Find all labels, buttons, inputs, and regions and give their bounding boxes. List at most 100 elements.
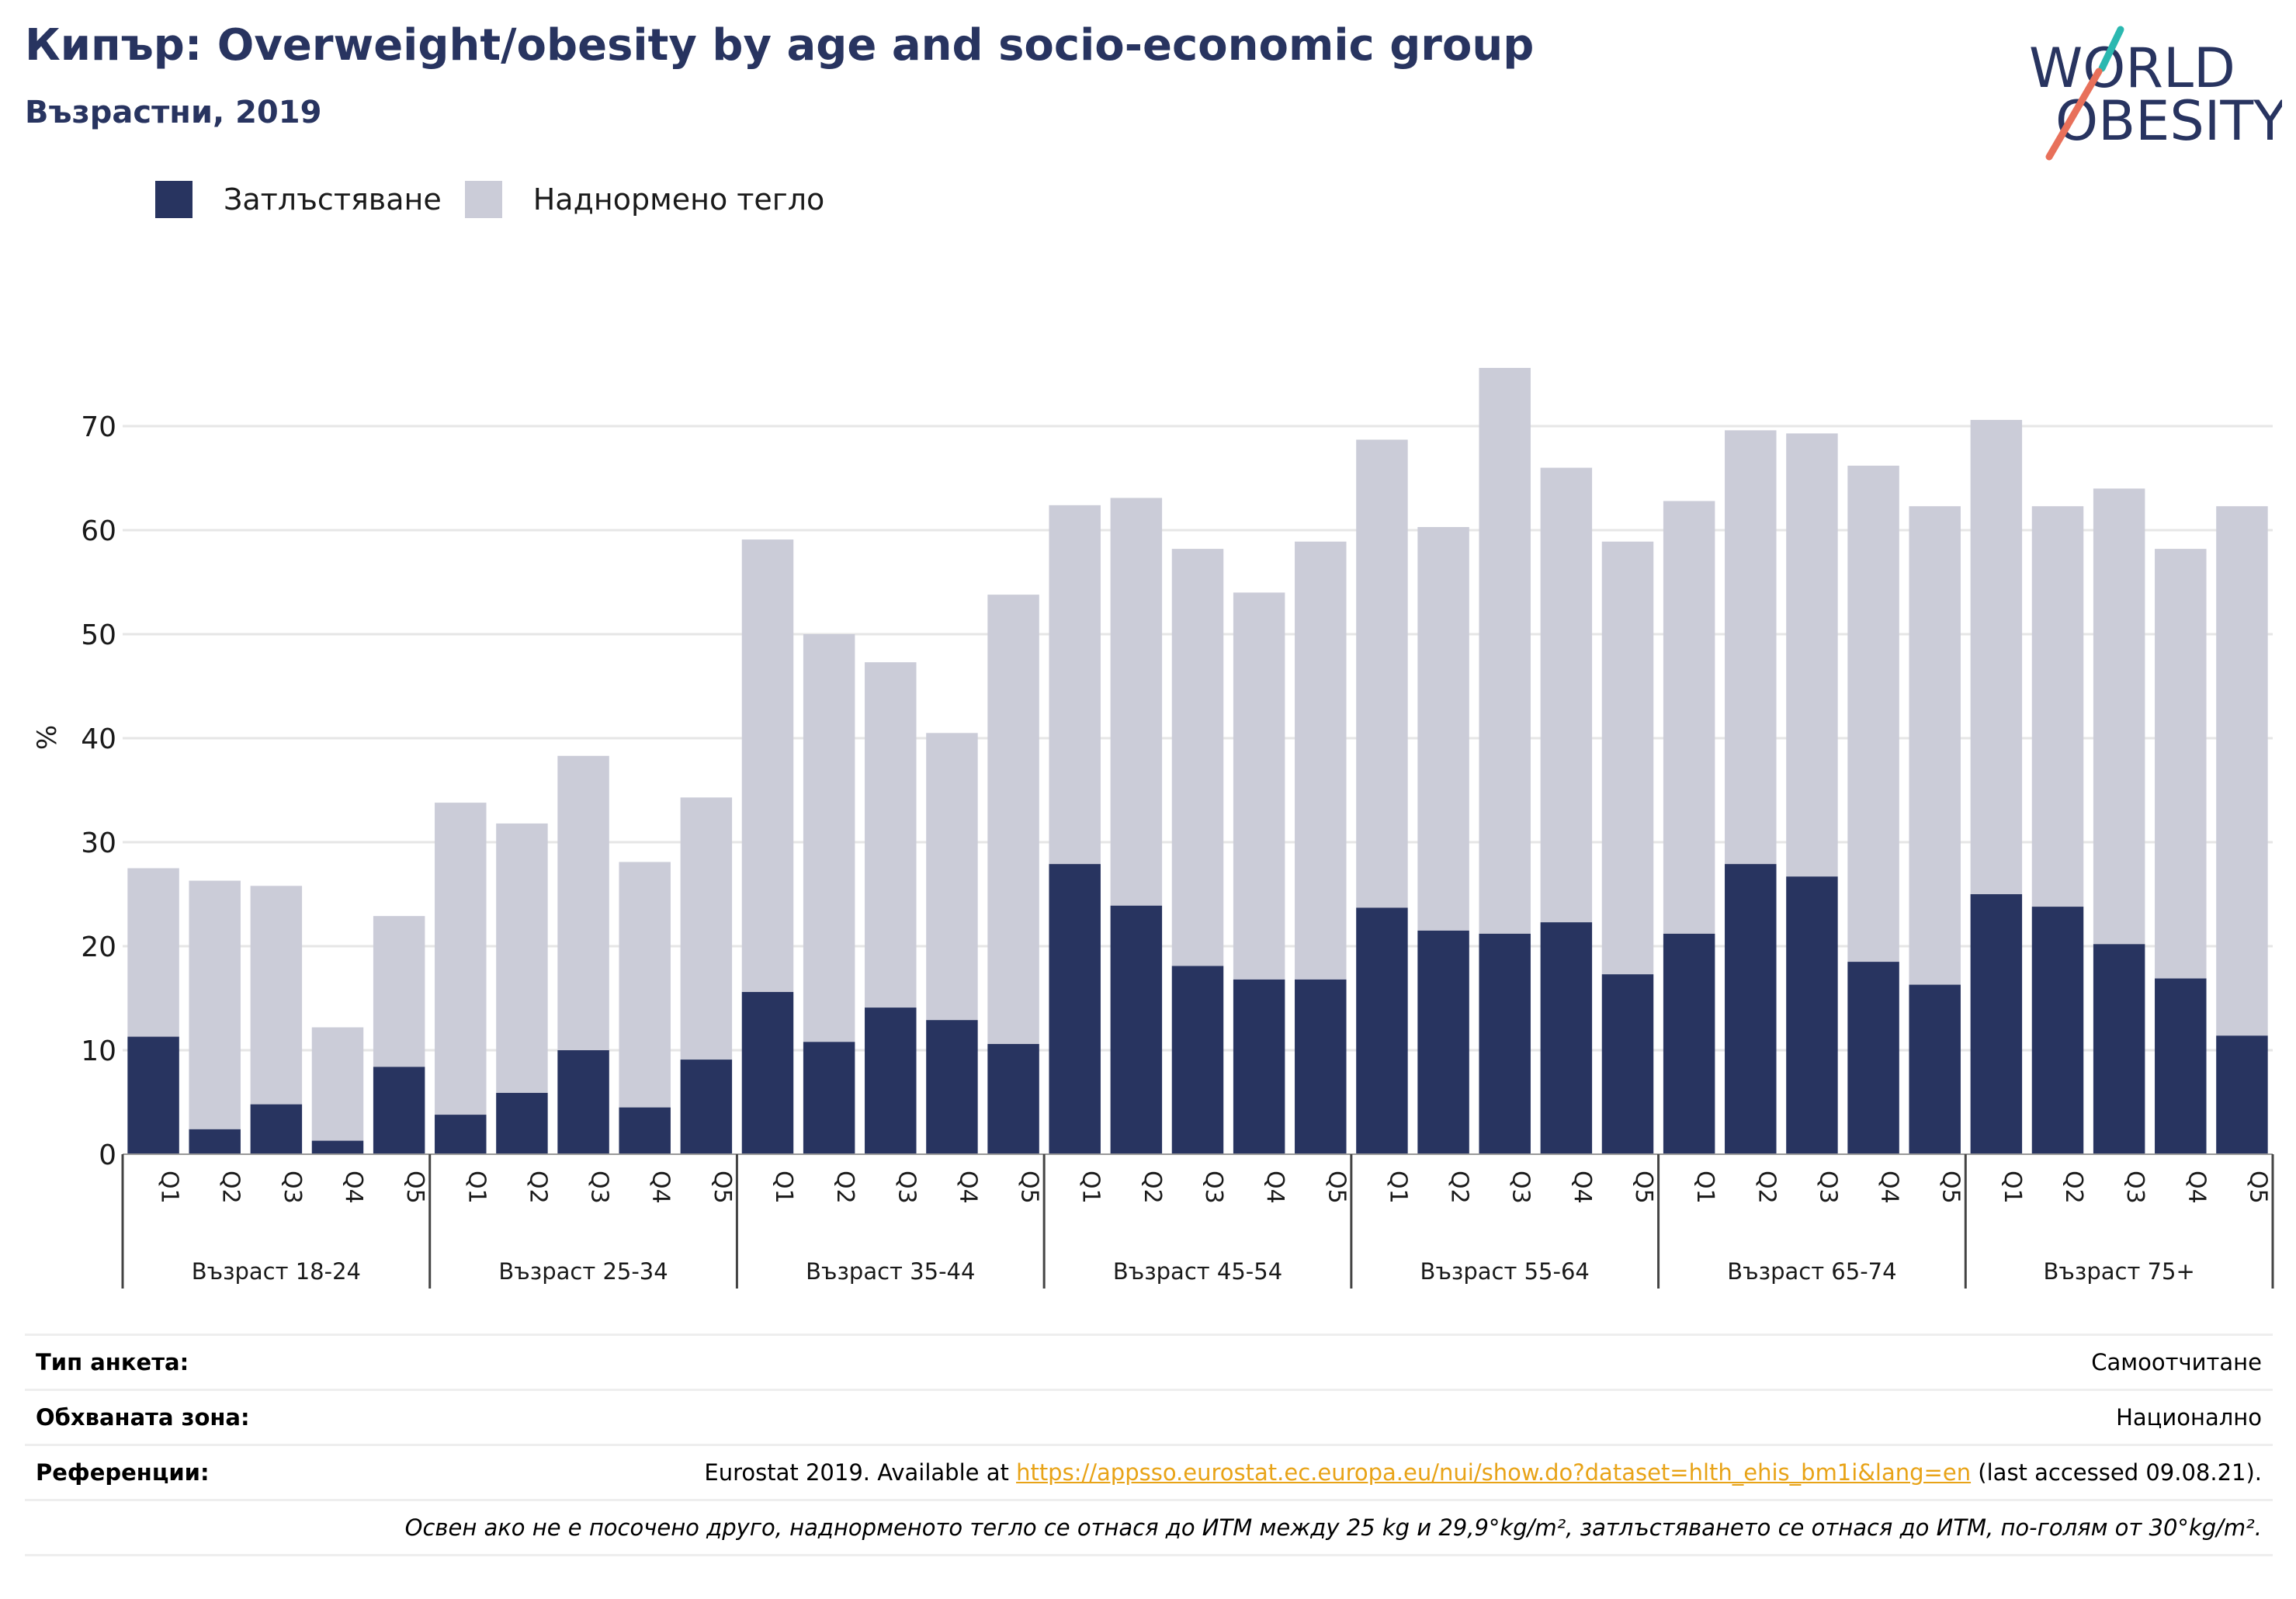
bar-obesity bbox=[803, 1042, 855, 1154]
info-row-area: Обхваната зона: Национално bbox=[25, 1391, 2273, 1446]
x-tick-label: Q3 bbox=[1814, 1171, 1841, 1204]
bar-overweight bbox=[1356, 439, 1408, 908]
bar-overweight bbox=[680, 797, 733, 1060]
bar-obesity bbox=[1725, 864, 1777, 1154]
x-tick-label: Q3 bbox=[279, 1171, 306, 1204]
bar-overweight bbox=[2031, 506, 2084, 907]
bar-obesity bbox=[557, 1050, 609, 1154]
bar-obesity bbox=[1601, 974, 1654, 1154]
bar-overweight bbox=[435, 803, 487, 1115]
chart-title: Кипър: Overweight/obesity by age and soc… bbox=[25, 20, 1535, 71]
bar-overweight bbox=[250, 886, 303, 1105]
bar-overweight bbox=[311, 1027, 364, 1141]
survey-type-value: Самоотчитане bbox=[2091, 1349, 2262, 1375]
bar-obesity bbox=[1049, 864, 1101, 1154]
bar-obesity bbox=[435, 1115, 487, 1154]
x-tick-label: Q1 bbox=[1384, 1171, 1411, 1204]
x-tick-label: Q3 bbox=[1200, 1171, 1227, 1204]
x-tick-label: Q4 bbox=[1569, 1171, 1596, 1204]
area-value: Национално bbox=[2116, 1404, 2262, 1431]
y-tick-label: 20 bbox=[81, 931, 116, 963]
x-tick-label: Q4 bbox=[954, 1171, 981, 1204]
x-tick-label: Q2 bbox=[2060, 1171, 2087, 1204]
group-label: Възраст 25-34 bbox=[498, 1258, 668, 1285]
bar-obesity bbox=[1909, 984, 1961, 1154]
info-row-survey: Тип анкета: Самоотчитане bbox=[25, 1336, 2273, 1391]
x-tick-label: Q4 bbox=[1876, 1171, 1903, 1204]
legend-label-obesity: Затлъстяване bbox=[224, 182, 442, 217]
bar-obesity bbox=[2031, 907, 2084, 1154]
bar-overweight bbox=[865, 662, 917, 1008]
reference-link[interactable]: https://appsso.eurostat.ec.europa.eu/nui… bbox=[1016, 1459, 1972, 1486]
bar-obesity bbox=[2155, 978, 2207, 1154]
y-tick-label: 40 bbox=[81, 723, 116, 755]
references-value: Eurostat 2019. Available at https://apps… bbox=[704, 1459, 2273, 1486]
y-tick-label: 50 bbox=[81, 619, 116, 651]
bar-obesity bbox=[2093, 944, 2145, 1154]
bar-overweight bbox=[1049, 505, 1101, 865]
bar-overweight bbox=[741, 539, 794, 992]
x-tick-label: Q1 bbox=[1999, 1171, 2026, 1204]
x-tick-label: Q4 bbox=[647, 1171, 675, 1204]
bar-overweight bbox=[1847, 465, 1899, 963]
bar-obesity bbox=[373, 1067, 425, 1154]
bar-overweight bbox=[373, 916, 425, 1067]
definition-note: Освен ако не е посочено друго, наднормен… bbox=[404, 1514, 2262, 1541]
legend: Затлъстяване Наднормено тегло bbox=[155, 179, 848, 220]
bar-overweight bbox=[1171, 549, 1224, 966]
x-tick-label: Q5 bbox=[709, 1171, 736, 1204]
legend-item-obesity[interactable]: Затлъстяване bbox=[155, 181, 442, 218]
bar-obesity bbox=[250, 1104, 303, 1154]
y-tick-label: 70 bbox=[81, 411, 116, 443]
group-label: Възраст 65-74 bbox=[1727, 1258, 1896, 1285]
x-tick-label: Q4 bbox=[2183, 1171, 2210, 1204]
x-tick-label: Q3 bbox=[893, 1171, 920, 1204]
bar-overweight bbox=[189, 880, 241, 1129]
bar-overweight bbox=[926, 733, 978, 1021]
legend-swatch-obesity bbox=[155, 181, 192, 218]
bar-overweight bbox=[2093, 488, 2145, 945]
bar-obesity bbox=[1847, 962, 1899, 1154]
x-tick-label: Q2 bbox=[1139, 1171, 1166, 1204]
info-row-note: Освен ако не е посочено друго, наднормен… bbox=[25, 1501, 2273, 1556]
x-tick-label: Q5 bbox=[1016, 1171, 1043, 1204]
bar-obesity bbox=[1663, 933, 1715, 1154]
x-tick-label: Q5 bbox=[1323, 1171, 1350, 1204]
legend-item-overweight[interactable]: Наднормено тегло bbox=[464, 181, 824, 218]
y-tick-label: 30 bbox=[81, 827, 116, 859]
legend-swatch-overweight bbox=[464, 181, 502, 218]
bar-obesity bbox=[1295, 979, 1347, 1154]
bar-overweight bbox=[1233, 592, 1285, 980]
bar-overweight bbox=[1725, 430, 1777, 865]
bar-overweight bbox=[2216, 506, 2268, 1036]
chart-subtitle: Възрастни, 2019 bbox=[25, 95, 322, 130]
y-axis-label: % bbox=[32, 725, 63, 750]
x-tick-label: Q4 bbox=[1261, 1171, 1288, 1204]
bar-obesity bbox=[926, 1020, 978, 1154]
x-tick-label: Q2 bbox=[217, 1171, 245, 1204]
bar-obesity bbox=[127, 1036, 179, 1154]
bar-obesity bbox=[1786, 876, 1838, 1154]
bar-obesity bbox=[1171, 966, 1224, 1154]
bar-obesity bbox=[1540, 922, 1593, 1154]
bar-overweight bbox=[1909, 506, 1961, 985]
x-tick-label: Q1 bbox=[463, 1171, 490, 1204]
info-table: Тип анкета: Самоотчитане Обхваната зона:… bbox=[25, 1334, 2273, 1556]
group-label: Възраст 75+ bbox=[2044, 1258, 2195, 1285]
bar-overweight bbox=[1295, 541, 1347, 980]
x-tick-label: Q3 bbox=[586, 1171, 613, 1204]
svg-text:WORLD: WORLD bbox=[2029, 36, 2235, 100]
x-tick-label: Q3 bbox=[1507, 1171, 1535, 1204]
bar-overweight bbox=[2155, 549, 2207, 979]
x-tick-label: Q2 bbox=[524, 1171, 551, 1204]
bar-overweight bbox=[1970, 419, 2023, 894]
survey-type-label: Тип анкета: bbox=[36, 1349, 189, 1375]
bar-overweight bbox=[1479, 367, 1531, 934]
bar-obesity bbox=[311, 1140, 364, 1154]
y-tick-label: 60 bbox=[81, 515, 116, 547]
bar-obesity bbox=[619, 1107, 671, 1154]
x-tick-label: Q1 bbox=[770, 1171, 797, 1204]
x-tick-label: Q2 bbox=[1446, 1171, 1473, 1204]
bar-obesity bbox=[1479, 933, 1531, 1154]
bar-obesity bbox=[1417, 930, 1469, 1154]
